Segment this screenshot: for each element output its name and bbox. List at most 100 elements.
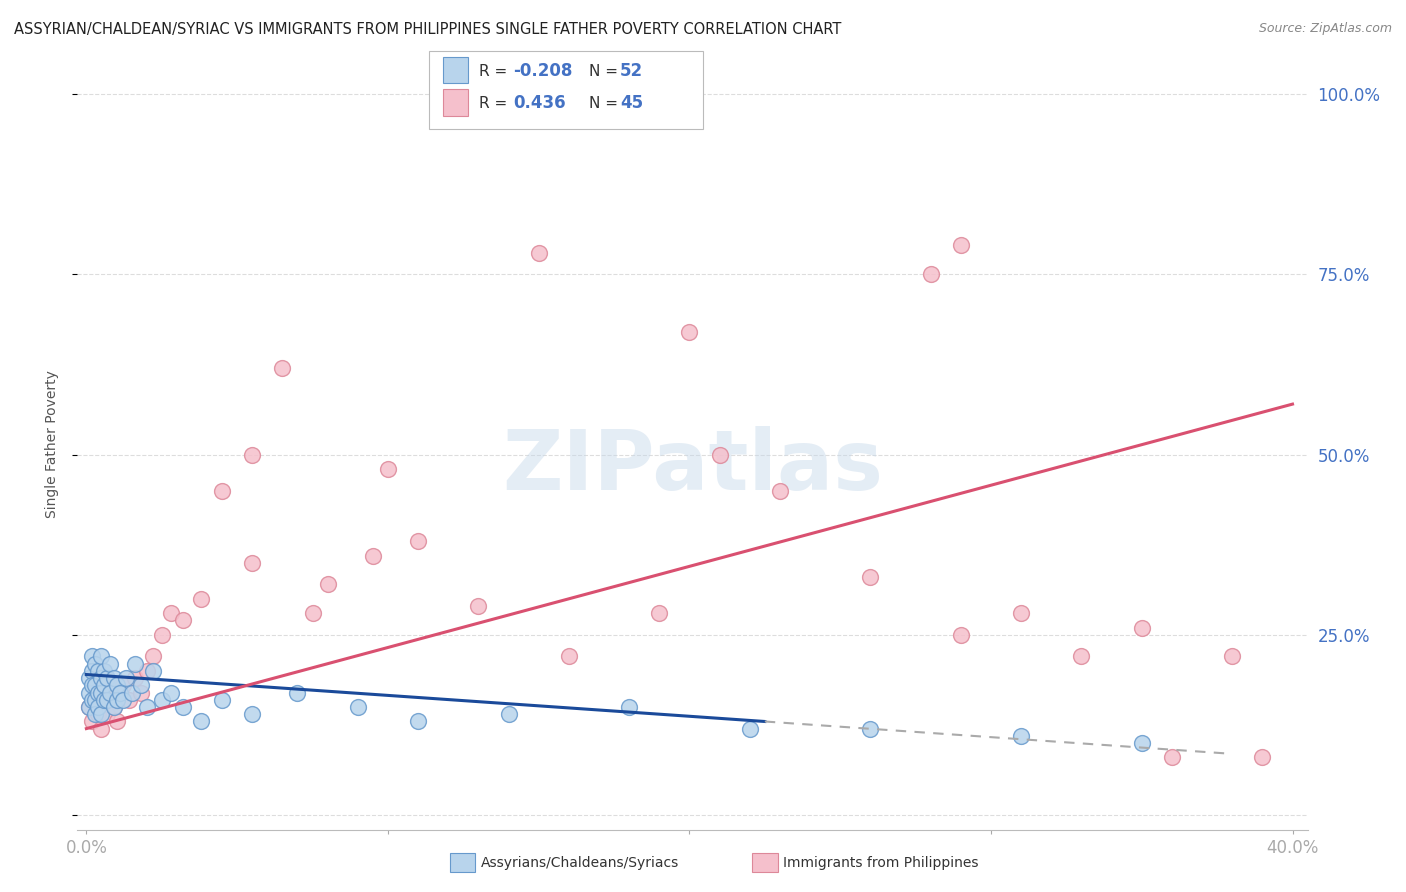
Y-axis label: Single Father Poverty: Single Father Poverty (45, 370, 59, 517)
Point (79, 685, 101, 699)
Point (84, 678, 107, 692)
Point (84, 692, 107, 706)
Point (103, 700, 125, 714)
Text: Assyrians/Chaldeans/Syriacs: Assyrians/Chaldeans/Syriacs (481, 855, 679, 870)
Point (1010, 729, 1032, 743)
Point (79, 700, 101, 714)
Point (100, 657, 122, 671)
Point (287, 685, 309, 699)
Point (79, 671, 101, 685)
Point (1220, 649, 1243, 664)
Text: 52: 52 (620, 62, 643, 80)
Point (129, 685, 152, 699)
Point (949, 628, 972, 642)
Point (84, 657, 107, 671)
Point (105, 714, 128, 729)
Point (406, 534, 429, 549)
Point (100, 685, 122, 699)
Point (142, 664, 165, 678)
Point (1010, 606, 1032, 620)
Text: N =: N = (589, 96, 623, 111)
Point (240, 448, 263, 462)
Point (87, 664, 110, 678)
Point (124, 671, 146, 685)
Point (84, 692, 107, 706)
Point (1130, 621, 1153, 635)
Point (90, 685, 112, 699)
Point (82, 678, 104, 692)
Point (114, 671, 136, 685)
Point (1160, 750, 1182, 764)
Point (150, 628, 173, 642)
Point (271, 361, 294, 376)
Point (859, 570, 882, 584)
Point (96, 692, 118, 706)
Point (103, 671, 125, 685)
Point (79, 700, 101, 714)
Point (920, 268, 942, 282)
Point (82, 664, 104, 678)
Point (93, 678, 115, 692)
Point (159, 606, 181, 620)
Point (93, 692, 115, 706)
Point (346, 700, 368, 714)
Point (90, 722, 112, 736)
Point (90, 707, 112, 722)
Point (108, 685, 131, 699)
Point (527, 245, 550, 260)
Point (150, 692, 173, 706)
Point (709, 448, 731, 462)
Point (87, 707, 110, 722)
Point (87, 685, 110, 699)
Point (301, 606, 323, 620)
Point (90, 671, 112, 685)
Text: 0.436: 0.436 (513, 95, 565, 112)
Point (117, 692, 139, 706)
Text: R =: R = (479, 96, 517, 111)
Point (105, 692, 128, 706)
Point (1251, 750, 1274, 764)
Point (129, 678, 152, 692)
Point (124, 657, 146, 671)
Point (121, 685, 143, 699)
Point (361, 549, 384, 563)
Point (82, 714, 104, 729)
Point (240, 556, 263, 570)
Point (316, 577, 339, 591)
Point (1130, 736, 1153, 750)
Point (142, 649, 165, 664)
Text: Source: ZipAtlas.com: Source: ZipAtlas.com (1258, 22, 1392, 36)
Point (738, 722, 761, 736)
Point (648, 87, 671, 101)
Point (467, 599, 489, 613)
Point (859, 722, 882, 736)
Point (82, 649, 104, 664)
Point (96, 707, 118, 722)
Text: Immigrants from Philippines: Immigrants from Philippines (783, 855, 979, 870)
Point (172, 614, 194, 628)
Point (678, 325, 700, 339)
Text: ASSYRIAN/CHALDEAN/SYRIAC VS IMMIGRANTS FROM PHILIPPINES SINGLE FATHER POVERTY CO: ASSYRIAN/CHALDEAN/SYRIAC VS IMMIGRANTS F… (14, 22, 841, 37)
Point (96, 671, 118, 685)
Point (159, 685, 181, 699)
Text: R =: R = (479, 64, 513, 78)
Point (211, 483, 233, 498)
Point (82, 692, 104, 706)
Point (84, 707, 107, 722)
Point (558, 649, 581, 664)
Point (111, 692, 134, 706)
Text: -0.208: -0.208 (513, 62, 572, 80)
Point (1070, 649, 1092, 664)
Point (949, 238, 972, 252)
Point (111, 678, 134, 692)
Point (377, 462, 399, 476)
Point (498, 707, 520, 722)
Point (190, 591, 212, 606)
Point (240, 707, 263, 722)
Point (406, 714, 429, 729)
Point (93, 664, 115, 678)
Text: N =: N = (589, 64, 623, 78)
Point (211, 692, 233, 706)
Point (100, 678, 122, 692)
Text: ZIPatlas: ZIPatlas (502, 426, 883, 508)
